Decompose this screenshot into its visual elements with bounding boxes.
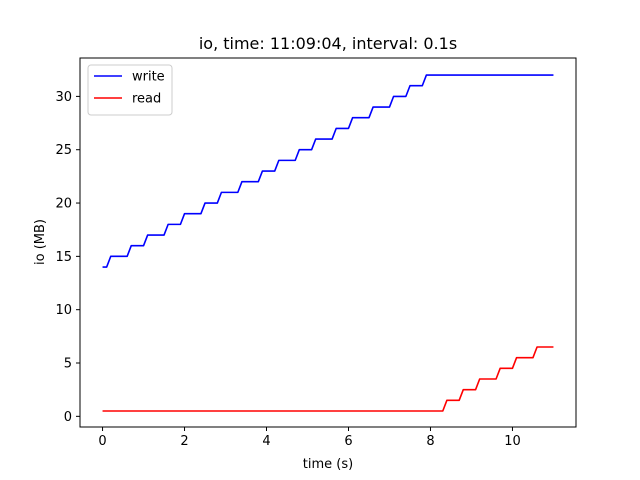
series-line-read xyxy=(102,346,554,412)
y-tick-label: 10 xyxy=(55,303,72,318)
x-tick-label: 0 xyxy=(98,434,106,449)
x-tick-label: 10 xyxy=(504,434,521,449)
y-axis-label: io (MB) xyxy=(33,219,48,265)
x-tick-label: 2 xyxy=(180,434,188,449)
series-line-write xyxy=(102,74,554,268)
chart-title: io, time: 11:09:04, interval: 0.1s xyxy=(199,34,457,53)
y-axis: 0 5 10 15 20 25 30 xyxy=(55,90,80,425)
y-tick-label: 15 xyxy=(55,250,72,265)
x-axis: 0 2 4 6 8 10 xyxy=(98,427,521,449)
x-tick-label: 6 xyxy=(344,434,352,449)
plot-area xyxy=(102,74,554,412)
axes-frame xyxy=(79,57,577,428)
x-axis-label: time (s) xyxy=(303,457,353,472)
legend-label-write: write xyxy=(132,70,165,85)
y-tick-label: 25 xyxy=(55,143,72,158)
legend-label-read: read xyxy=(132,92,161,107)
y-tick-label: 0 xyxy=(64,410,72,425)
legend-box xyxy=(87,64,173,116)
legend: write read xyxy=(87,64,173,116)
x-tick-label: 8 xyxy=(426,434,434,449)
y-tick-label: 5 xyxy=(64,357,72,372)
y-tick-label: 20 xyxy=(55,197,72,212)
x-tick-label: 4 xyxy=(262,434,270,449)
y-tick-label: 30 xyxy=(55,90,72,105)
